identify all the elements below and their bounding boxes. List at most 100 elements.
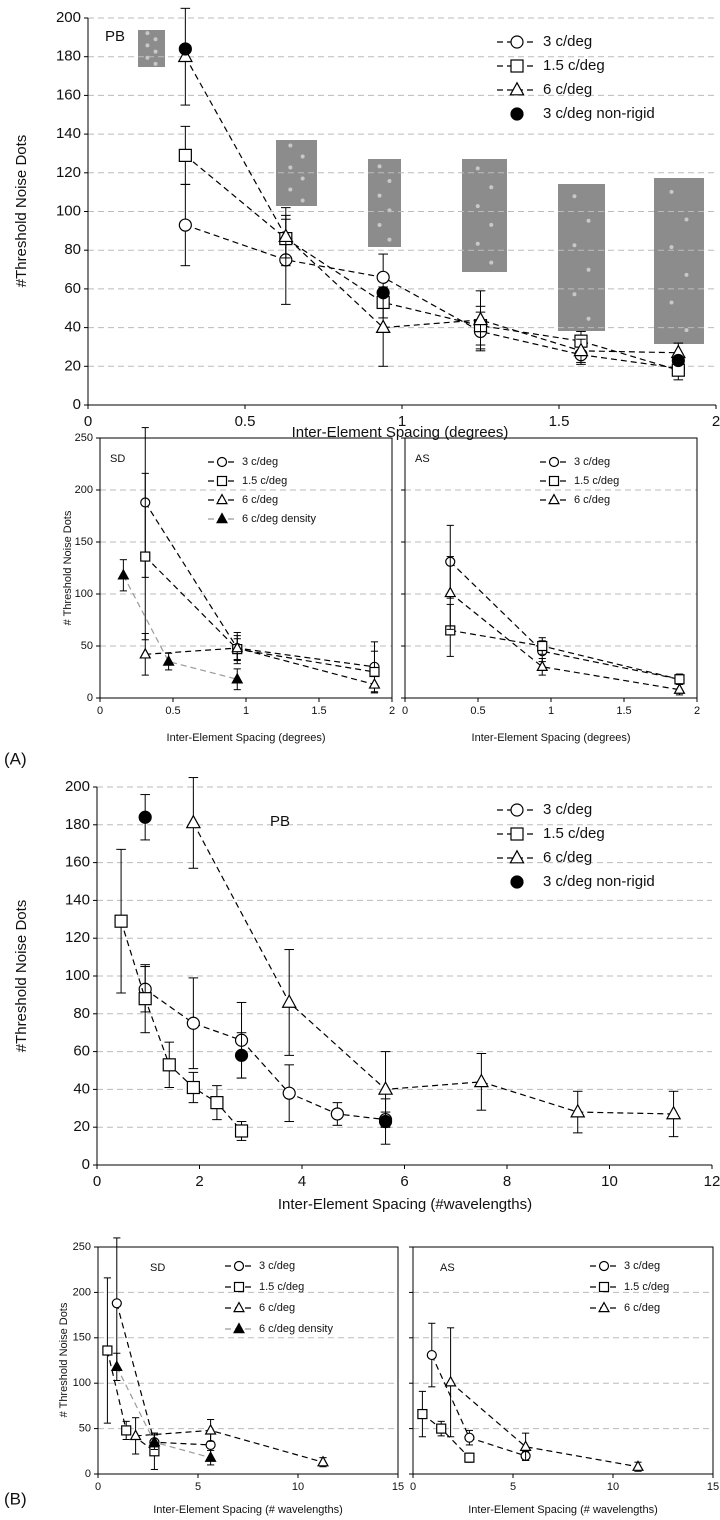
data-point (204, 1423, 217, 1435)
series-line (116, 1366, 211, 1459)
x-tick-label: 0 (95, 1481, 101, 1493)
legend-marker (216, 456, 228, 468)
data-point (317, 1455, 329, 1467)
y-tick-label: 100 (73, 1377, 91, 1389)
x-tick-label: 8 (503, 1173, 511, 1190)
legend-marker (510, 107, 524, 121)
legend-label: 6 c/deg (259, 1302, 295, 1314)
data-point (375, 319, 391, 333)
data-point (282, 1086, 296, 1100)
y-tick-label: 80 (64, 241, 81, 258)
y-tick-label: 200 (65, 778, 90, 795)
data-point (178, 42, 192, 56)
stimulus-dot (586, 267, 591, 272)
series-line (122, 575, 238, 680)
stimulus-dot (586, 316, 591, 321)
data-point (671, 353, 685, 368)
x-tick-label: 10 (292, 1481, 304, 1493)
panel-label: (A) (4, 749, 27, 768)
legend-marker (548, 475, 560, 487)
y-axis-label: #Threshold Noise Dots (13, 135, 30, 288)
y-axis-label: # Threshold Noise Dots (62, 510, 74, 625)
legend-label: 1.5 c/deg (259, 1281, 304, 1293)
series-line (184, 56, 679, 354)
legend-marker (510, 59, 524, 73)
legend-label: 1.5 c/deg (543, 57, 605, 74)
x-tick-label: 1 (398, 413, 406, 430)
y-tick-label: 160 (56, 86, 81, 103)
x-tick-label: 2 (712, 413, 720, 430)
data-point (140, 551, 151, 562)
plot-frame (404, 437, 698, 699)
x-tick-label: 1.5 (311, 705, 326, 717)
y-tick-label: 40 (64, 319, 81, 336)
stimulus-dot (377, 193, 382, 198)
data-point (186, 1016, 200, 1030)
stimulus-dot (489, 185, 494, 190)
y-tick-label: 200 (73, 1286, 91, 1298)
data-point (464, 1432, 475, 1443)
stimulus-dot (153, 49, 158, 54)
x-axis-label: Inter-Element Spacing (#wavelengths) (278, 1196, 532, 1213)
stimulus-dot (489, 260, 494, 265)
data-point (632, 1460, 644, 1471)
legend-label: 3 c/deg (242, 456, 278, 468)
annotation: PB (105, 28, 125, 45)
data-point (330, 1107, 344, 1121)
y-tick-label: 80 (73, 1005, 90, 1022)
data-point (378, 1114, 393, 1129)
legend-label: 3 c/deg (574, 456, 610, 468)
y-tick-label: 50 (81, 640, 93, 652)
legend-label: 1.5 c/deg (242, 475, 287, 487)
stimulus-dot (572, 243, 577, 248)
legend-marker (233, 1281, 245, 1293)
y-tick-label: 120 (65, 929, 90, 946)
legend-label: 1.5 c/deg (543, 825, 605, 842)
stimulus-image (654, 178, 704, 344)
data-point (417, 1408, 428, 1420)
stimulus-image (138, 30, 165, 67)
stimulus-dot (300, 198, 305, 203)
stimulus-dot (288, 187, 293, 192)
stimulus-dot (489, 222, 494, 227)
x-tick-label: 12 (704, 1173, 720, 1190)
data-point (464, 1452, 475, 1463)
x-tick-label: 0 (93, 1173, 101, 1190)
y-tick-label: 60 (64, 280, 81, 297)
data-point (231, 672, 244, 684)
data-point (185, 814, 201, 829)
data-point (129, 1429, 142, 1441)
legend-label: 3 c/deg (259, 1260, 295, 1272)
x-tick-label: 1.5 (616, 705, 631, 717)
stimulus-dot (684, 328, 689, 333)
y-tick-label: 180 (56, 48, 81, 65)
legend-label: 3 c/deg non-rigid (543, 105, 655, 122)
x-tick-label: 0.5 (235, 413, 256, 430)
y-tick-label: 120 (56, 164, 81, 181)
x-tick-label: 1 (243, 705, 249, 717)
data-point (536, 660, 549, 672)
data-point (444, 1375, 457, 1387)
y-axis-label: # Threshold Noise Dots (58, 1302, 70, 1417)
data-point (102, 1345, 113, 1356)
series-line (422, 1413, 470, 1459)
x-tick-label: 10 (601, 1173, 618, 1190)
y-tick-label: 200 (75, 484, 93, 496)
x-tick-label: 15 (392, 1481, 404, 1493)
x-tick-label: 0 (97, 705, 103, 717)
plot-frame (412, 1246, 714, 1475)
y-tick-label: 160 (65, 854, 90, 871)
y-tick-label: 100 (75, 588, 93, 600)
data-point (138, 810, 152, 824)
data-point (278, 228, 294, 243)
stimulus-dot (475, 241, 480, 246)
y-tick-label: 40 (73, 1080, 90, 1097)
stimulus-dot (145, 31, 150, 36)
data-point (376, 286, 390, 300)
x-tick-label: 0 (402, 705, 408, 717)
legend-label: 3 c/deg non-rigid (543, 873, 655, 890)
legend-marker (233, 1322, 245, 1334)
legend-marker (548, 456, 560, 468)
stimulus-dot (475, 204, 480, 209)
legend-marker (510, 875, 524, 889)
